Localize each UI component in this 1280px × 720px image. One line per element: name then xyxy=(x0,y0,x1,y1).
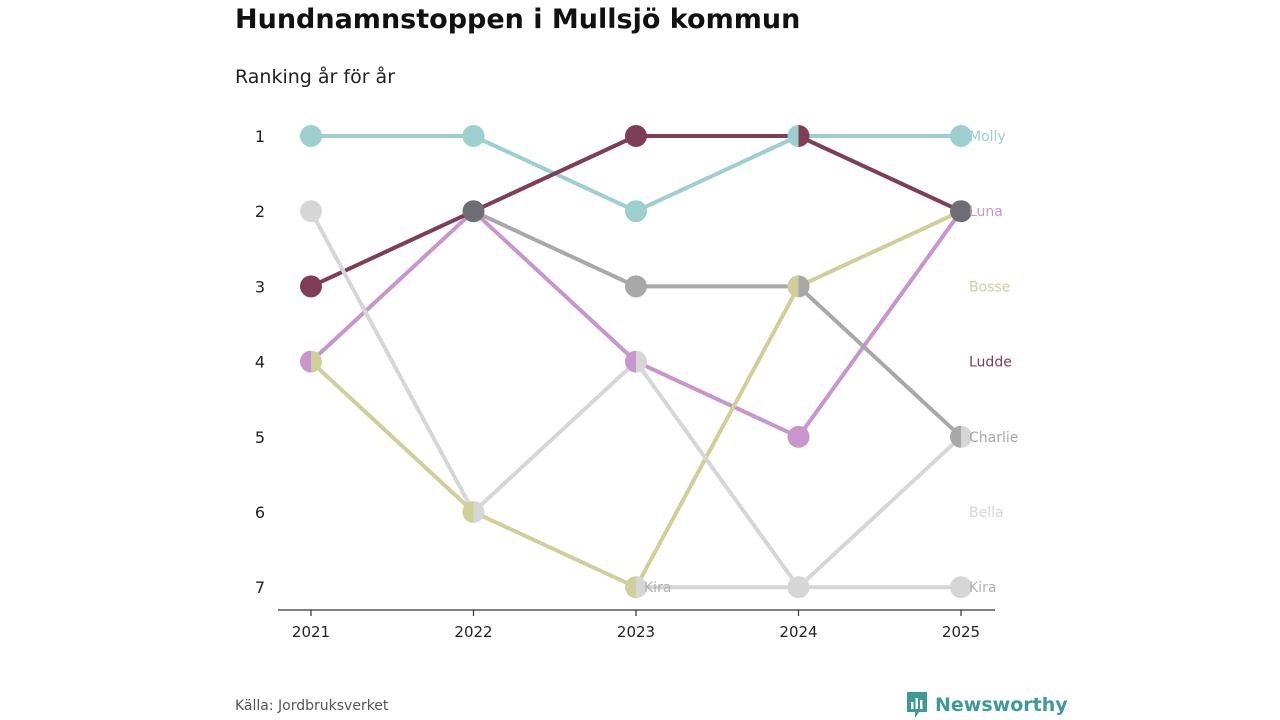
x-tick-label: 2025 xyxy=(942,623,980,641)
series-line-bella xyxy=(309,209,963,590)
series-label-molly: Molly xyxy=(969,129,1006,145)
point-molly xyxy=(625,200,647,223)
point-kira xyxy=(636,576,647,599)
point-ludde xyxy=(798,125,810,147)
series-label-ludde: Ludde xyxy=(969,355,1012,371)
source-note: Källa: Jordbruksverket xyxy=(235,698,389,714)
point-molly xyxy=(462,125,485,147)
series-line-bosse xyxy=(309,209,963,590)
x-tick-label: 2023 xyxy=(617,623,655,641)
x-tick-label: 2021 xyxy=(292,623,330,641)
point-kira xyxy=(798,576,810,599)
point-bella xyxy=(636,350,647,373)
point-bella xyxy=(300,200,322,223)
series-markers xyxy=(300,125,973,599)
point-bosse xyxy=(462,501,474,523)
point-charlie xyxy=(625,275,647,298)
chart-title: Hundnamnstoppen i Mullsjö kommun xyxy=(235,4,801,35)
point-shared xyxy=(950,200,972,223)
brand-logo: Newsworthy xyxy=(905,690,1068,720)
point-charlie xyxy=(798,275,810,298)
point-bosse xyxy=(625,576,636,599)
point-molly xyxy=(787,125,799,147)
point-kira xyxy=(950,576,972,599)
series-label-luna: Luna xyxy=(969,204,1003,220)
point-bella xyxy=(473,501,485,523)
point-bosse xyxy=(311,350,322,373)
series-label-kira: Kira xyxy=(969,580,996,596)
x-tick-label: 2022 xyxy=(454,623,492,641)
point-luna xyxy=(300,350,311,373)
chart-subtitle: Ranking år för år xyxy=(235,66,396,88)
series-label-kira: Kira xyxy=(644,580,671,596)
y-tick-label: 3 xyxy=(255,277,265,296)
x-tick-label: 2024 xyxy=(779,623,817,641)
y-tick-label: 4 xyxy=(255,353,265,372)
point-luna xyxy=(787,425,810,448)
point-bella xyxy=(787,576,799,599)
point-charlie xyxy=(950,425,961,448)
point-ludde xyxy=(625,125,647,147)
brand-name: Newsworthy xyxy=(935,694,1068,716)
series-label-bosse: Bosse xyxy=(969,279,1010,295)
point-molly xyxy=(300,125,322,147)
series-label-bella: Bella xyxy=(969,505,1004,521)
series-line-molly xyxy=(309,134,963,214)
point-shared xyxy=(462,200,485,223)
y-tick-label: 7 xyxy=(255,578,265,597)
point-luna xyxy=(625,350,636,373)
newsworthy-logo-icon xyxy=(907,692,927,718)
y-tick-label: 1 xyxy=(255,127,265,146)
y-tick-label: 2 xyxy=(255,202,265,221)
y-tick-label: 6 xyxy=(255,503,265,522)
series-label-charlie: Charlie xyxy=(969,430,1018,446)
series-line-charlie xyxy=(471,209,963,439)
point-bella xyxy=(961,425,973,448)
point-ludde xyxy=(300,275,322,298)
axis-layer: 2021 2022 2023 2024 2025 1 2 3 4 5 6 7 xyxy=(255,127,995,641)
point-molly xyxy=(950,125,972,147)
point-bosse xyxy=(787,275,799,298)
series-line-luna xyxy=(309,209,963,439)
y-tick-label: 5 xyxy=(255,428,265,447)
series-labels: Molly Luna Bosse Ludde Charlie Bella Kira Kira xyxy=(644,129,1018,596)
